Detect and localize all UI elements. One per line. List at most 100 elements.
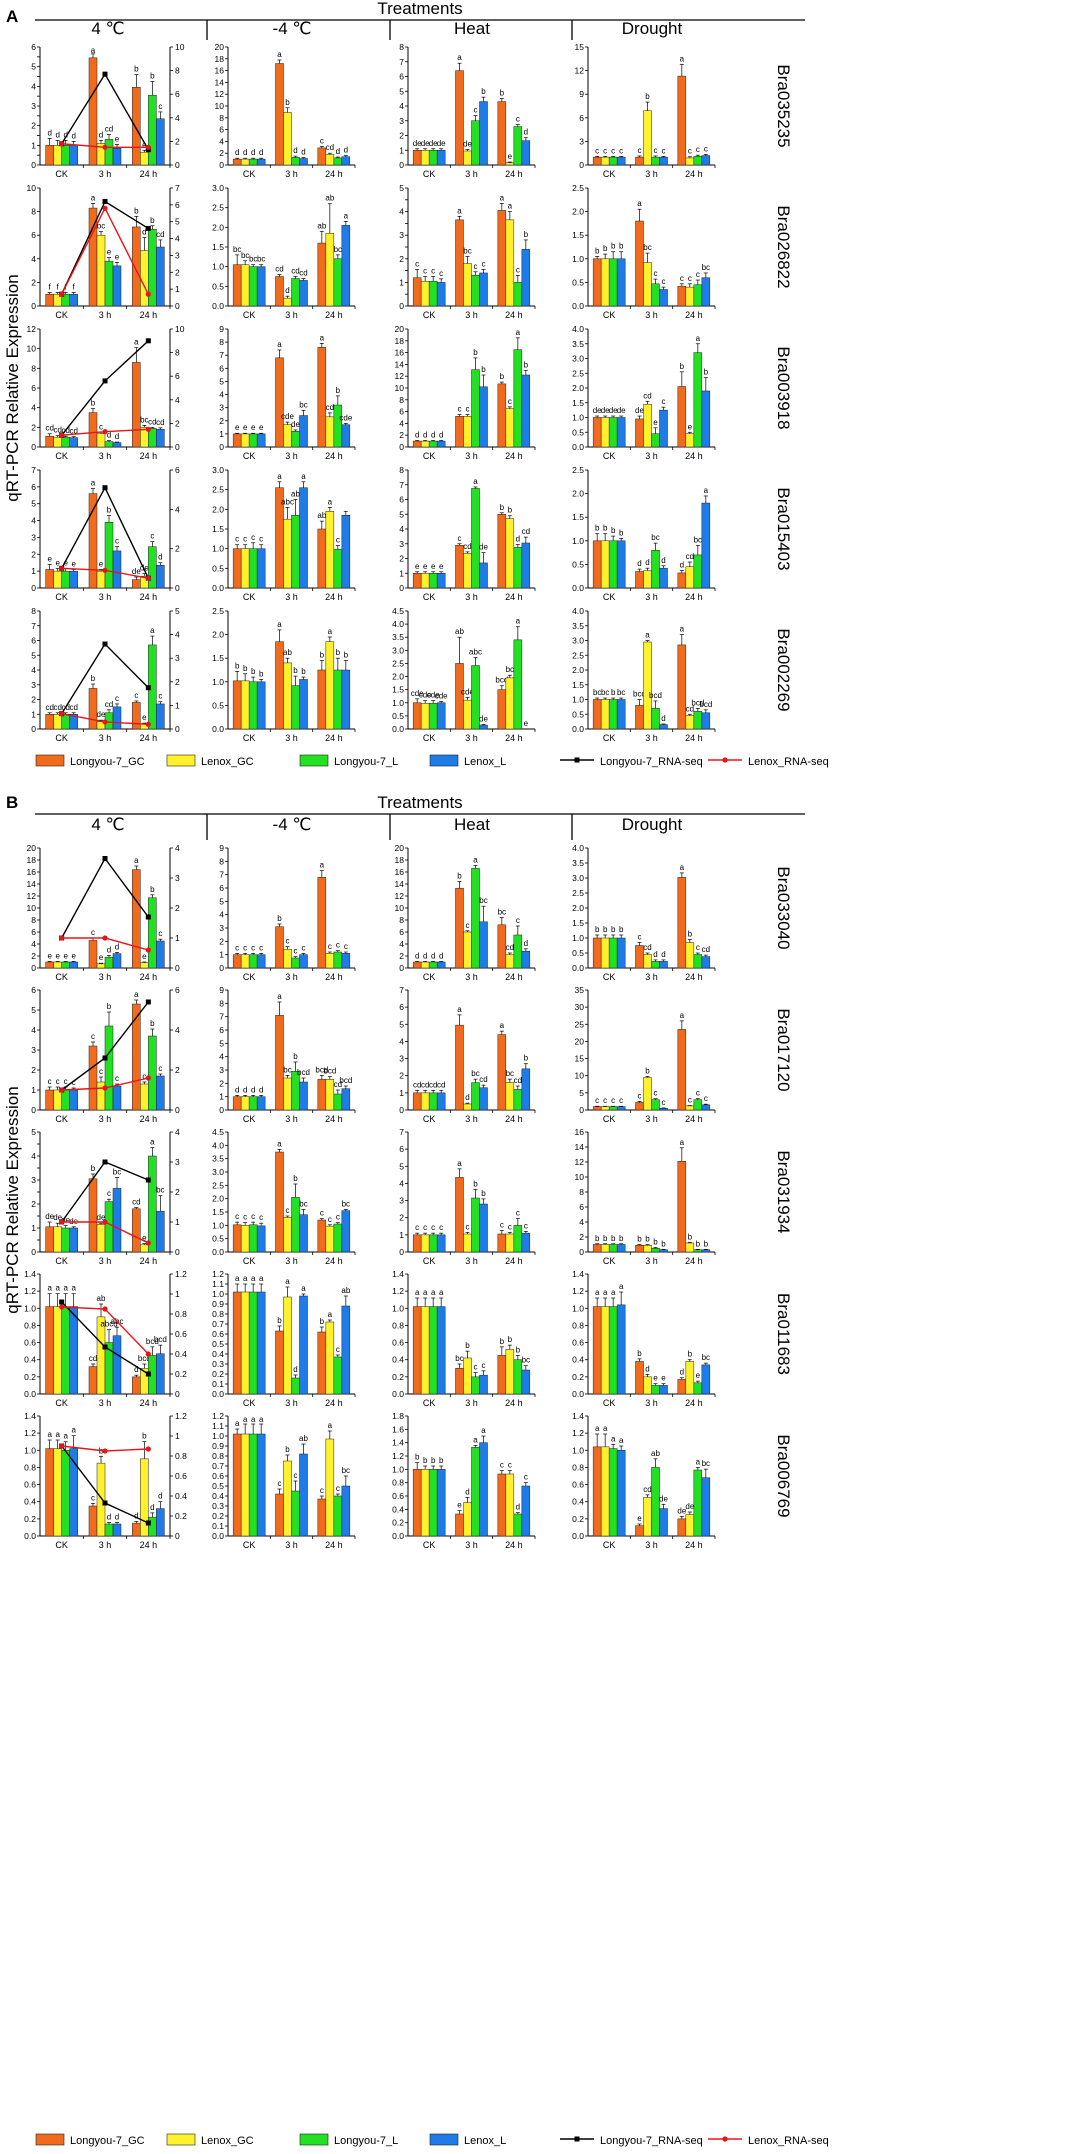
y-tick-label: 2.0 xyxy=(212,504,224,514)
bar xyxy=(471,1376,480,1395)
y-tick-label: 2 xyxy=(399,430,404,440)
y-tick-label: 1.2 xyxy=(392,1451,404,1461)
bar xyxy=(471,275,480,307)
significance-label: e xyxy=(107,248,112,257)
y-tick-label: 3.5 xyxy=(572,621,584,631)
significance-label: d xyxy=(285,286,289,295)
bar xyxy=(341,156,351,166)
significance-label: d xyxy=(524,939,528,948)
y-tick-label: 0.0 xyxy=(24,1389,36,1399)
right-y-tick-label: 8 xyxy=(175,348,180,358)
y-tick-label: 1.8 xyxy=(392,1411,404,1421)
bar xyxy=(651,1248,660,1253)
bar xyxy=(471,488,480,589)
legend-marker xyxy=(574,757,580,763)
significance-label: b xyxy=(285,1445,290,1454)
bar xyxy=(693,954,703,969)
rna-seq-lenox-point xyxy=(102,429,108,435)
bar xyxy=(104,1025,114,1111)
bar xyxy=(685,715,695,730)
bar xyxy=(651,1385,660,1395)
bar xyxy=(412,150,422,166)
x-tick-label: 3 h xyxy=(99,1256,112,1266)
y-tick-label: 4.5 xyxy=(392,606,404,616)
significance-label: bc xyxy=(140,415,148,424)
significance-label: bc xyxy=(498,908,506,917)
x-tick-label: CK xyxy=(603,1540,616,1550)
y-tick-label: 1.1 xyxy=(212,1421,224,1431)
significance-label: d xyxy=(431,951,435,960)
right-y-tick-label: 1 xyxy=(175,284,180,294)
significance-label: a xyxy=(235,1419,240,1428)
significance-label: d xyxy=(465,1487,469,1496)
significance-label: cd xyxy=(479,1075,487,1084)
bar xyxy=(96,570,106,589)
significance-label: cd xyxy=(148,417,156,426)
bar xyxy=(428,1234,438,1253)
significance-label: de xyxy=(97,710,106,719)
rna-seq-lenox-point xyxy=(59,432,65,438)
bar xyxy=(685,1242,695,1253)
significance-label: c xyxy=(662,1098,666,1107)
significance-label: cd xyxy=(326,403,334,412)
bar xyxy=(463,1233,472,1253)
significance-label: d xyxy=(431,431,435,440)
y-tick-label: 1.5 xyxy=(572,680,584,690)
bar xyxy=(505,1082,515,1111)
bar xyxy=(420,1092,430,1111)
y-tick-label: 2.0 xyxy=(212,222,224,232)
x-tick-label: 24 h xyxy=(140,169,158,179)
bar xyxy=(659,1108,668,1111)
bar xyxy=(463,416,472,448)
y-tick-label: 0 xyxy=(399,1105,404,1115)
significance-label: c xyxy=(134,691,138,700)
bar xyxy=(701,1249,711,1253)
y-tick-label: 0.5 xyxy=(212,700,224,710)
y-tick-label: 3 xyxy=(31,680,36,690)
y-tick-label: 4 xyxy=(219,390,224,400)
bar xyxy=(325,1321,335,1395)
y-tick-label: 2.5 xyxy=(572,888,584,898)
significance-label: b xyxy=(645,1066,650,1075)
right-y-tick-label: 2 xyxy=(175,1065,180,1075)
significance-label: b xyxy=(500,503,505,512)
y-tick-label: 16 xyxy=(215,66,225,76)
y-tick-label: 12 xyxy=(27,891,37,901)
significance-label: e xyxy=(251,423,256,432)
bar xyxy=(53,1089,62,1111)
x-tick-label: 3 h xyxy=(645,972,658,982)
bar xyxy=(248,954,258,969)
y-tick-label: 0.4 xyxy=(572,1497,584,1507)
x-tick-label: CK xyxy=(243,1398,256,1408)
significance-label: b xyxy=(595,925,600,934)
bar xyxy=(256,1291,266,1395)
x-tick-label: CK xyxy=(55,1114,68,1124)
significance-label: cde xyxy=(419,691,432,700)
bar xyxy=(471,120,480,166)
significance-label: c xyxy=(431,1223,435,1232)
y-tick-label: 16 xyxy=(395,867,405,877)
bar xyxy=(677,644,687,730)
y-tick-label: 1.0 xyxy=(212,1431,224,1441)
y-tick-label: 1.0 xyxy=(212,544,224,554)
y-tick-label: 0.0 xyxy=(572,442,584,452)
x-tick-label: 24 h xyxy=(505,169,523,179)
bar xyxy=(600,1306,610,1395)
bar xyxy=(69,293,78,307)
significance-label: e xyxy=(115,134,120,143)
significance-label: c xyxy=(619,1096,623,1105)
y-tick-label: 3 xyxy=(399,539,404,549)
bar xyxy=(88,493,98,589)
significance-label: c xyxy=(294,947,298,956)
y-tick-label: 1.1 xyxy=(212,1279,224,1289)
significance-label: c xyxy=(278,1479,282,1488)
y-tick-label: 12 xyxy=(395,371,405,381)
bar xyxy=(693,1469,703,1537)
y-tick-label: 1.0 xyxy=(24,1445,36,1455)
x-tick-label: 3 h xyxy=(465,169,478,179)
y-tick-label: 14 xyxy=(27,879,37,889)
